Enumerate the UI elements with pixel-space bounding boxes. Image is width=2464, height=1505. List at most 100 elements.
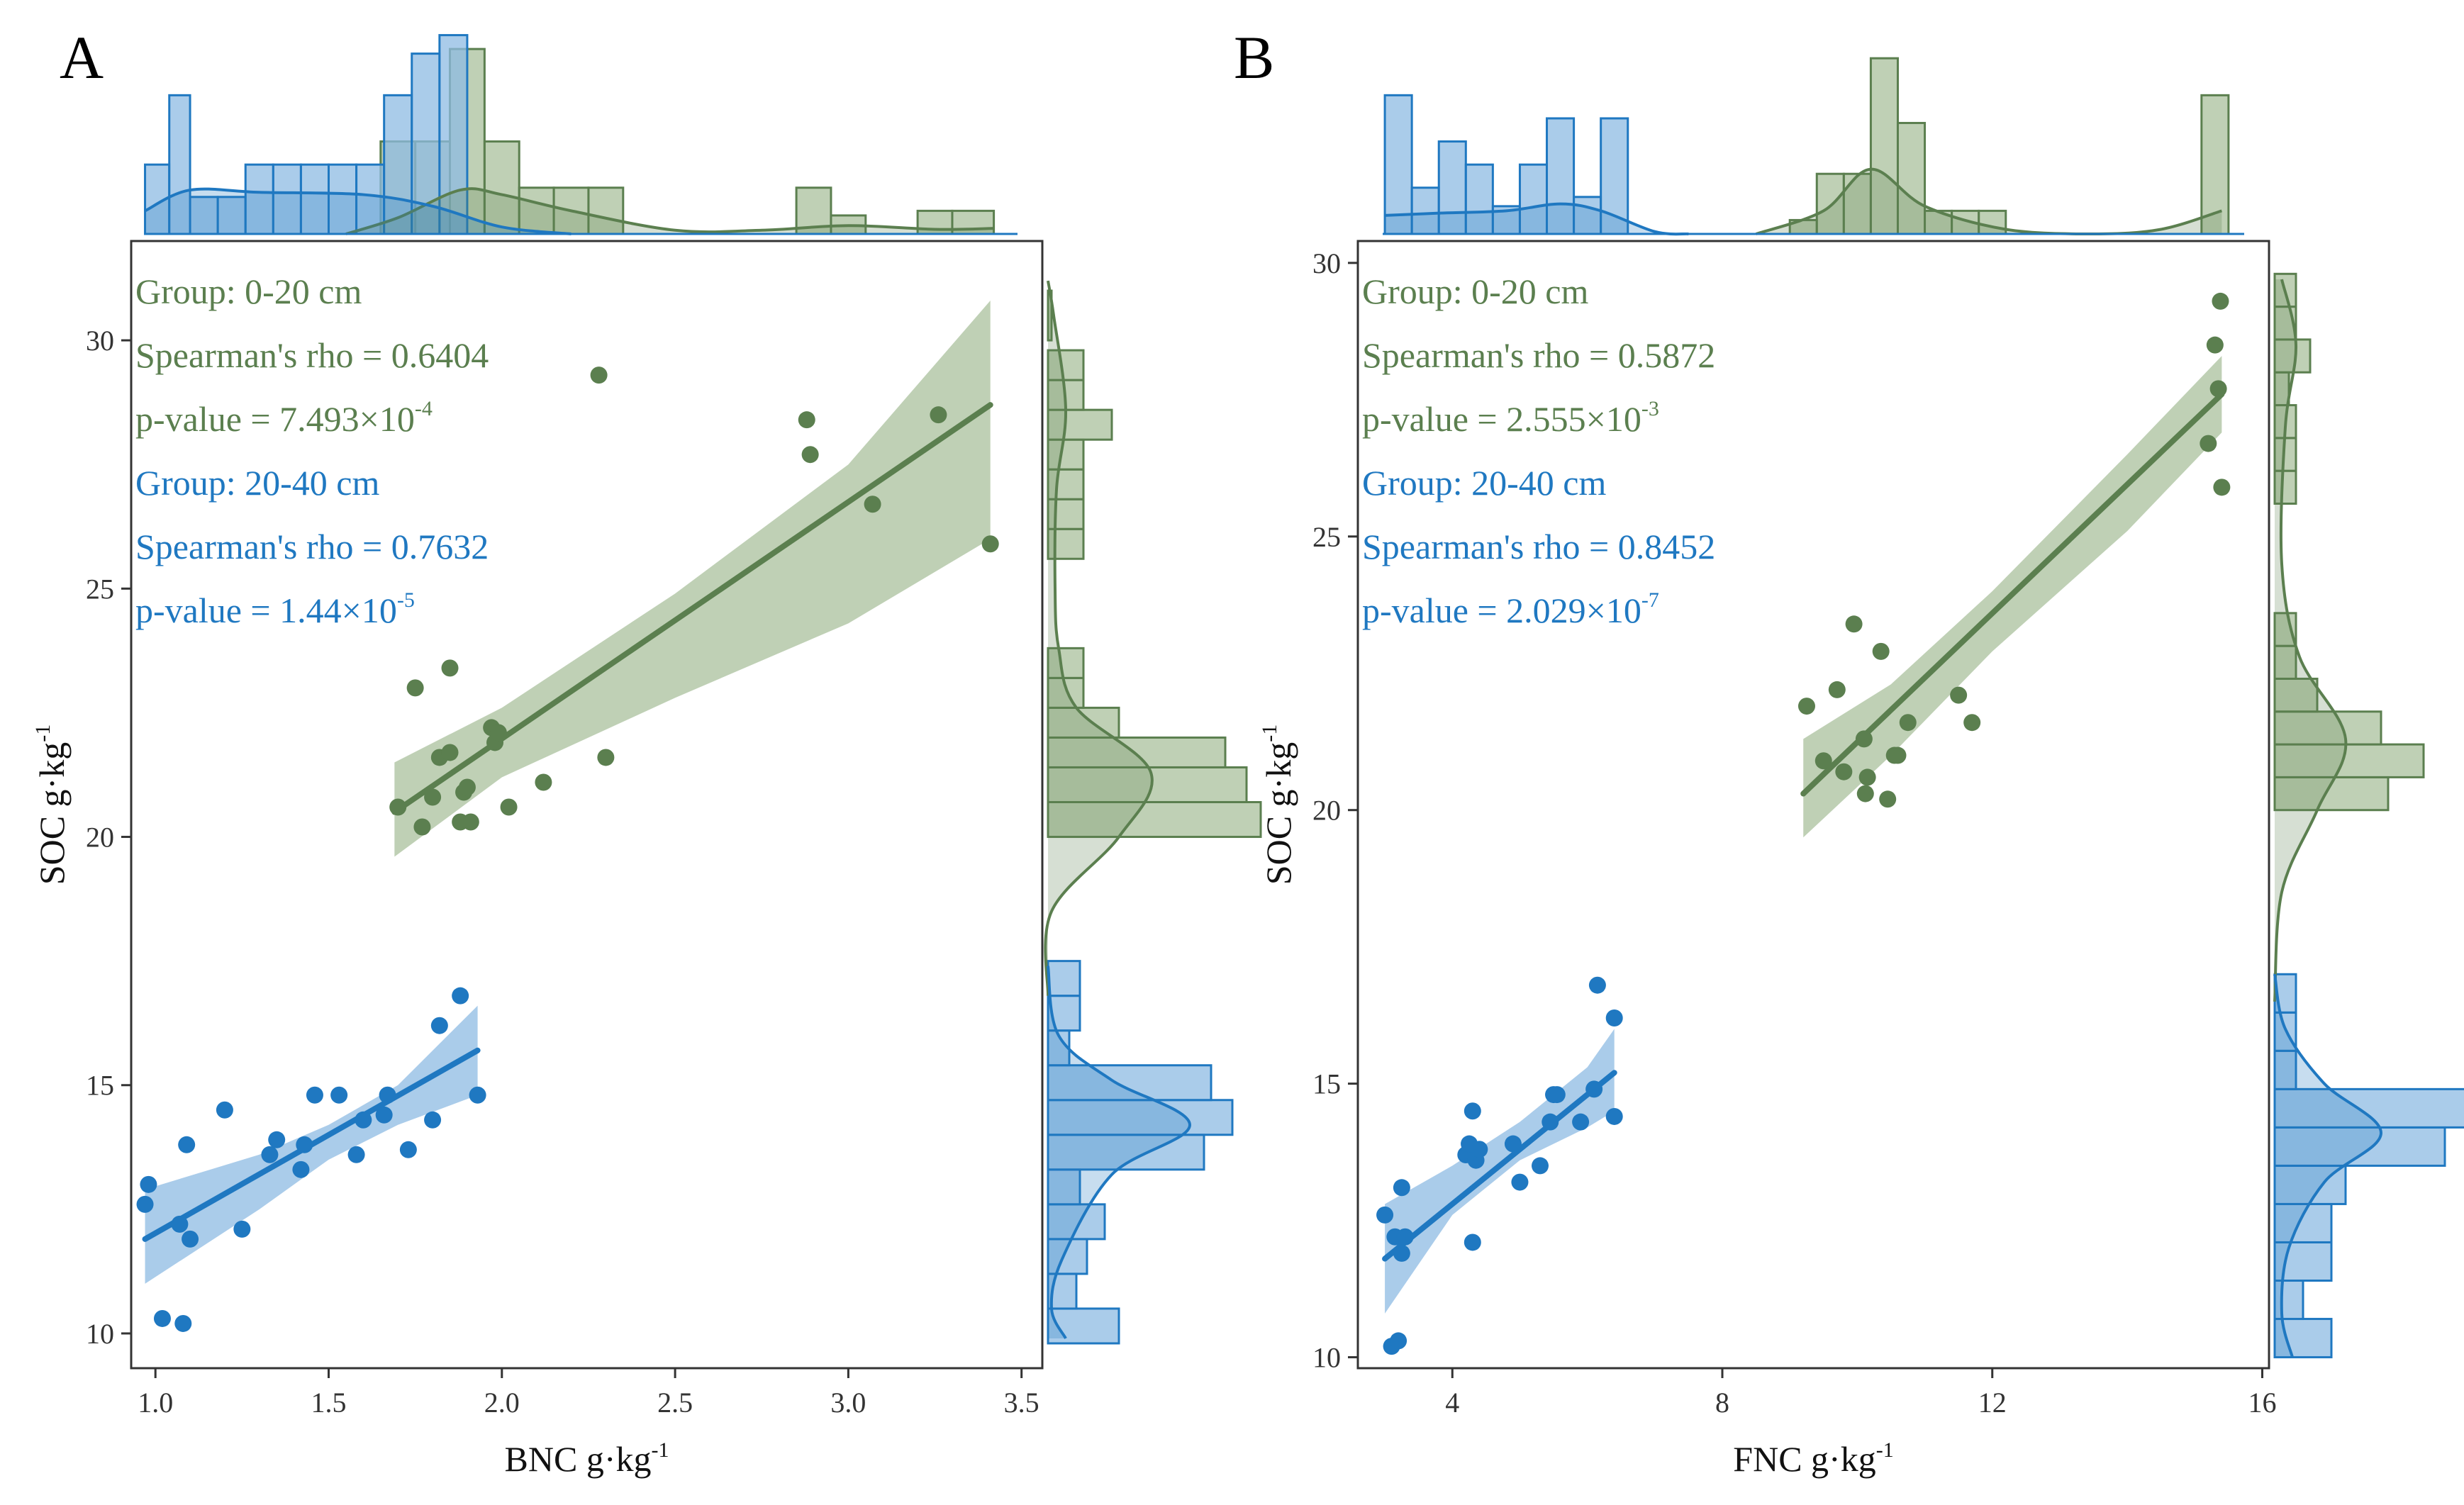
data-point [174,1314,192,1332]
data-point [1376,1206,1394,1224]
stat-annotation: p-value = 2.029×10-7 [1362,588,1659,630]
x-axis-title: BNC g·kg-1 [505,1438,669,1479]
right-hist-bar-0 [1047,736,1227,768]
top-hist-bar-0 [1896,121,1927,235]
data-point [347,1146,365,1163]
data-point [1532,1157,1549,1175]
data-point [306,1086,323,1104]
y-tick-label: 15 [86,1070,114,1102]
data-point [458,778,476,796]
stat-annotation: Group: 0-20 cm [1362,272,1588,311]
data-point [171,1215,189,1233]
data-point [178,1136,196,1153]
data-point [2206,336,2224,354]
data-point [452,987,469,1005]
right-hist-bar-1 [2273,1126,2446,1167]
data-point [801,446,819,464]
data-point [399,1141,417,1158]
data-point [1504,1135,1522,1153]
data-point [424,1111,442,1129]
data-point [379,1086,396,1104]
data-point [1963,714,1981,732]
top-hist-bar-1 [327,163,358,235]
data-point [1464,1233,1481,1251]
data-point [413,818,431,836]
data-point [1396,1228,1414,1246]
data-point [375,1106,393,1124]
data-point [292,1160,310,1178]
stat-annotation: Spearman's rho = 0.5872 [1362,335,1715,375]
data-point [268,1131,286,1148]
data-point [182,1230,199,1248]
y-tick-label: 30 [1312,247,1341,279]
stat-annotation: p-value = 7.493×10-4 [135,397,433,439]
x-tick-label: 3.5 [1004,1387,1039,1419]
fit-line-0 [1800,391,2225,797]
x-tick-label: 1.5 [311,1387,346,1419]
top-hist-bar-1 [1546,117,1576,235]
right-hist-bar-0 [2273,338,2312,374]
data-point [597,749,615,766]
y-tick-label: 10 [1312,1342,1341,1374]
right-hist-bar-1 [1047,1203,1106,1241]
data-point [1828,681,1846,698]
data-point [1814,752,1832,770]
right-density-fill-1 [2275,974,2381,1358]
stat-annotation: Spearman's rho = 0.8452 [1362,527,1715,566]
y-tick-label: 10 [86,1318,114,1350]
data-point [1393,1244,1410,1262]
data-point [389,798,407,816]
data-point [430,1017,448,1034]
top-density-fill-1 [145,189,572,234]
confidence-band-0 [394,301,991,857]
right-density-fill-0 [1045,281,1152,996]
right-hist-bar-0 [1047,408,1113,441]
panel-a: A 1.0 1.5 2.0 2.5 3.0 3.5 10 15 20 25 30 BNC g·kg-1… [31,23,1262,1479]
x-tick-label: 2.0 [484,1387,520,1419]
x-tick-label: 1.0 [138,1387,173,1419]
data-point [1856,785,1874,802]
data-point [469,1086,486,1104]
data-point [1511,1173,1529,1191]
data-point [981,535,999,553]
data-point [441,659,459,677]
stat-annotation: Spearman's rho = 0.7632 [135,527,489,566]
data-point [355,1111,372,1129]
data-point [2213,479,2231,496]
data-point [1835,763,1853,781]
top-hist-bar-1 [355,163,386,235]
panel-letter-b: B [1234,23,1274,91]
panel-b: B 4 8 12 16 10 15 20 25 30 FNC g·kg-1 SOC g·kg-1 Gr… [1234,23,2464,1479]
data-point [1872,642,1890,660]
x-axis-title: FNC g·kg-1 [1733,1438,1893,1479]
data-point [1390,1332,1407,1350]
data-point [1393,1179,1410,1197]
data-point [1605,1107,1623,1125]
data-point [1845,615,1863,633]
x-tick-label: 3.0 [830,1387,866,1419]
data-point [261,1146,279,1163]
top-density-line-0 [1755,167,2222,236]
top-density-line-1 [1384,202,1689,236]
data-point [1855,730,1873,748]
data-point [216,1101,233,1119]
stat-annotation: Group: 20-40 cm [1362,463,1606,503]
right-density-line-0 [2273,279,2348,1002]
data-point [1464,1102,1481,1120]
y-tick-label: 30 [86,325,114,357]
top-hist-bar-0 [1869,57,1899,235]
right-hist-bar-1 [2273,1202,2333,1243]
right-density-fill-0 [2275,279,2346,1002]
right-hist-bar-1 [2273,1049,2297,1090]
data-point [462,813,479,831]
y-tick-label: 20 [86,822,114,854]
y-tick-label: 25 [86,573,114,605]
right-hist-bar-0 [2273,677,2319,713]
top-density-line-1 [144,187,572,235]
data-point [1585,1080,1603,1098]
data-point [864,496,881,513]
data-point [1797,698,1815,715]
right-density-line-1 [2273,973,2383,1358]
right-density-line-1 [1047,966,1192,1339]
